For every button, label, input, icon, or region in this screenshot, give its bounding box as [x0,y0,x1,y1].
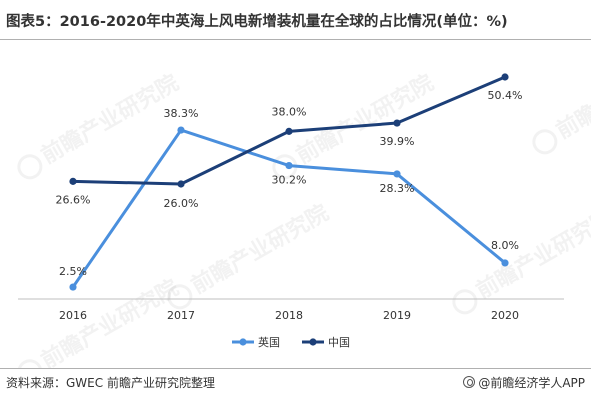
watermark-logo [532,129,558,155]
series-line-1 [71,128,506,288]
x-tick-2019: 2019 [383,309,411,322]
watermark-text: 前瞻产业研究院 [552,45,591,145]
x-tick-2016: 2016 [59,309,87,322]
legend-marker-1 [239,338,247,346]
data-point-2-2019 [393,119,401,127]
watermark-3: 前瞻产业研究院 [532,45,591,155]
credit-note: @前瞻经济学人APP [463,374,585,391]
watermark-logo [167,284,193,310]
data-point-1-2017 [177,126,185,134]
data-point-1-2019 [393,170,401,178]
watermark-5: 前瞻产业研究院 [452,205,591,315]
credit-text: @前瞻经济学人APP [478,376,585,390]
x-tick-2018: 2018 [275,309,303,322]
watermark-logo [17,154,43,180]
legend-label-2: 中国 [328,336,350,349]
legend-marker-2 [309,338,317,346]
watermark-logo [272,154,298,180]
footer: 资料来源：GWEC 前瞻产业研究院整理 @前瞻经济学人APP [0,368,591,403]
x-tick-2017: 2017 [167,309,195,322]
data-label-1-2020: 8.0% [491,239,519,252]
title-divider [0,39,591,40]
series-points [69,73,509,291]
data-label-2-2018: 38.0% [272,105,307,118]
watermark-4: 前瞻产业研究院 [167,200,333,310]
source-note: 资料来源：GWEC 前瞻产业研究院整理 [6,376,215,390]
x-tick-2020: 2020 [491,309,519,322]
data-point-1-2018 [285,161,293,170]
watermark-logo [452,289,478,315]
data-label-1-2016: 2.5% [59,265,87,278]
data-point-1-2020 [501,259,509,267]
camera-icon [463,376,476,388]
legend-label-1: 英国 [258,335,280,349]
watermark-text: 前瞻产业研究院 [37,70,183,170]
x-axis-ticks: 2016 2017 2018 2019 2020 [59,309,519,322]
data-label-2-2019: 39.9% [380,135,415,148]
data-label-1-2019: 28.3% [380,182,415,195]
chart-legend: 英国 中国 [232,335,350,349]
data-label-2-2017: 26.0% [164,197,199,210]
data-point-2-2017 [177,180,185,188]
data-point-2-2018 [285,127,293,135]
watermark-logo [17,359,43,368]
watermark-text: 前瞻产业研究院 [472,205,591,305]
data-point-1-2016 [69,283,77,291]
data-point-2-2020 [501,73,509,81]
data-point-2-2016 [69,177,77,185]
data-label-1-2018: 30.2% [272,174,307,187]
data-labels: 2.5% 38.3% 30.2% 28.3% 8.0% 26.6% 26.0% 38.0% 39… [56,89,523,278]
watermark-6: 前瞻产业研究院 [17,275,183,368]
watermark-text: 前瞻产业研究院 [292,70,438,170]
watermark-text: 前瞻产业研究院 [187,200,333,300]
data-label-1-2017: 38.3% [164,107,199,120]
data-label-2-2020: 50.4% [488,89,523,102]
data-label-2-2016: 26.6% [56,193,91,206]
chart-title: 图表5：2016-2020年中英海上风电新增装机量在全球的占比情况(单位：%) [6,14,508,30]
